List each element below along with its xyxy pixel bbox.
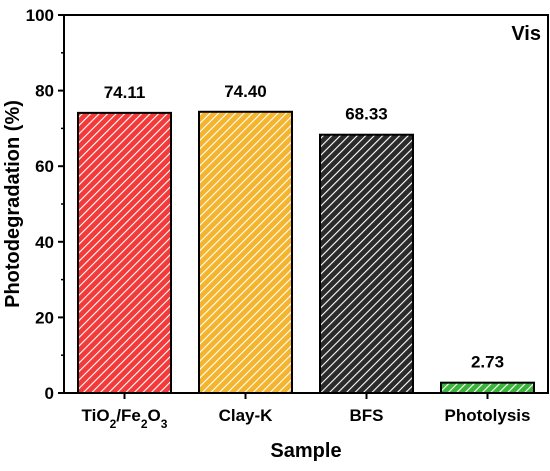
y-tick-label: 100 [26, 6, 54, 25]
y-tick-label: 80 [35, 82, 54, 101]
bar-tio2-fe2o3 [77, 111, 172, 394]
data-labels-group: 74.11 74.40 68.33 2.73 [104, 82, 504, 372]
x-tick-label: Clay-K [219, 406, 274, 425]
bar-bfs [319, 133, 414, 395]
data-label: 2.73 [471, 353, 504, 372]
y-tick-label: 20 [35, 308, 54, 327]
chart-annotation: Vis [511, 23, 541, 45]
y-axis-title: Photodegradation (%) [2, 100, 24, 308]
y-tick-label: 40 [35, 233, 54, 252]
data-label: 74.40 [224, 82, 267, 101]
x-tick-label: BFS [350, 406, 384, 425]
bar-clay-k [198, 110, 293, 394]
y-tick-label: 0 [45, 384, 54, 403]
y-tick-label: 60 [35, 157, 54, 176]
data-label: 74.11 [104, 83, 146, 102]
x-tick-label: Photolysis [445, 406, 531, 425]
x-tick-label: TiO2/Fe2O3 [82, 406, 168, 431]
data-label: 68.33 [345, 105, 388, 124]
bars-group [77, 110, 535, 395]
bar-photolysis [440, 381, 535, 395]
x-axis: TiO2/Fe2O3 Clay-K BFS Photolysis [82, 393, 531, 431]
y-axis: 0 20 40 60 80 100 [26, 6, 64, 403]
x-axis-title: Sample [270, 440, 341, 462]
